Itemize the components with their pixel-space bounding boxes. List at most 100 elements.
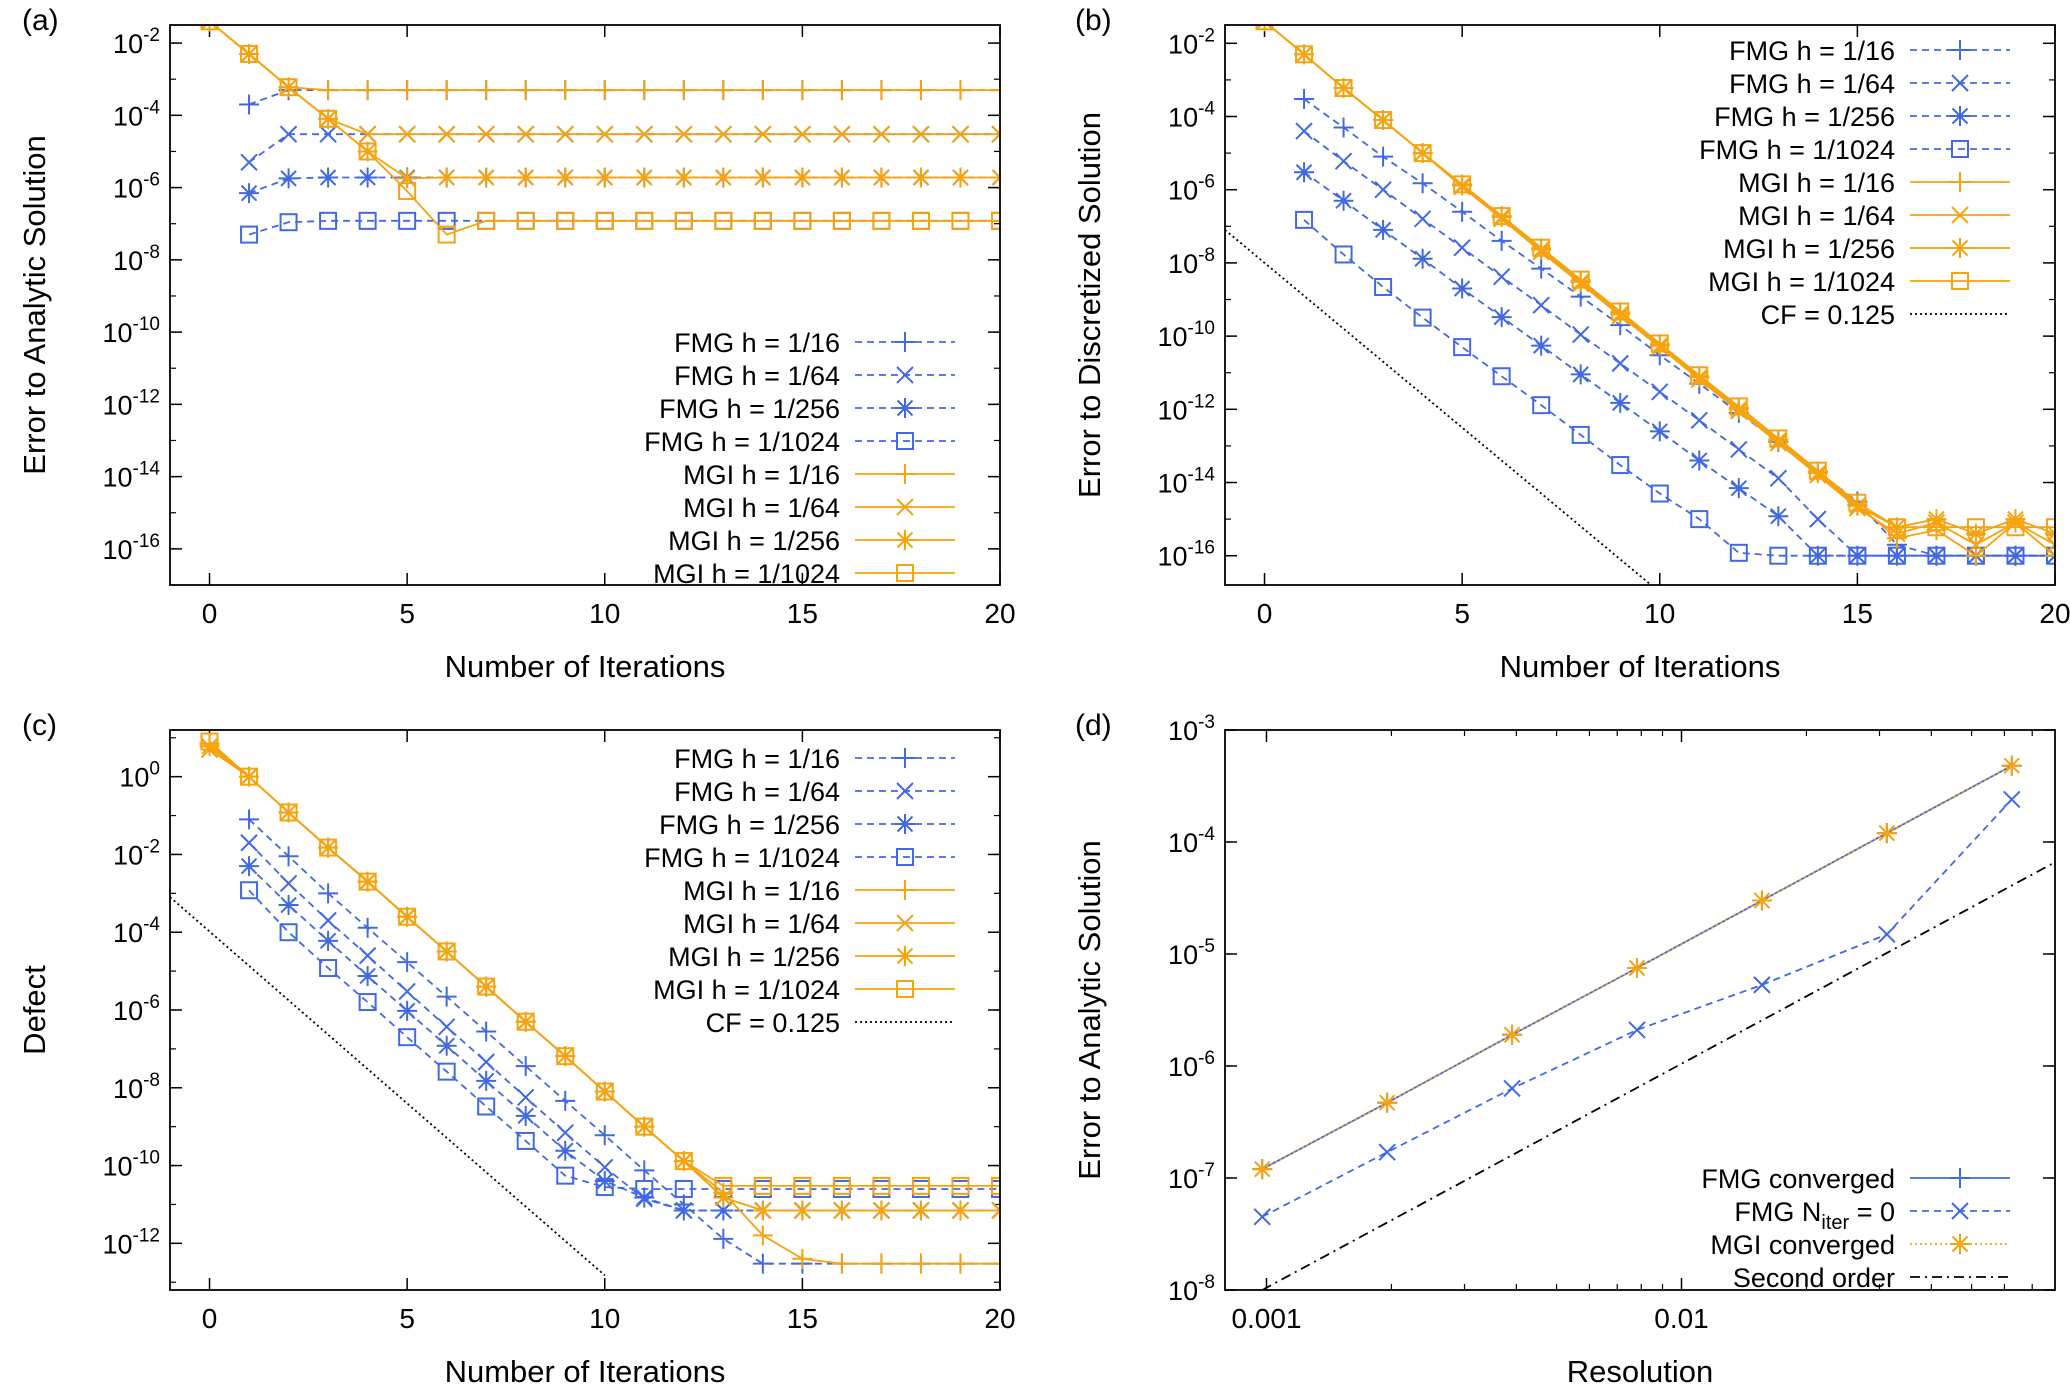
data-point: [752, 1253, 773, 1274]
legend-entry: MGI h = 1/64: [683, 909, 955, 939]
legend-marker: [1950, 40, 1970, 60]
data-point: [279, 923, 298, 942]
legend-label: MGI h = 1/256: [668, 526, 840, 556]
data-point: [713, 1187, 734, 1208]
x-tick-label: 20: [984, 1303, 1015, 1334]
data-point: [515, 167, 536, 188]
data-point: [555, 80, 576, 101]
tick-base: 10: [1168, 103, 1198, 133]
series-0: [239, 80, 1000, 115]
data-point: [436, 1035, 457, 1056]
y-tick-label: 10-5: [1168, 936, 1215, 970]
series-5: [200, 740, 1000, 1220]
tick-base: 10: [102, 463, 132, 493]
data-point: [240, 44, 259, 63]
data-point: [1927, 518, 1946, 537]
series-0: [1294, 89, 2055, 566]
data-point: [1373, 219, 1394, 240]
data-point: [1492, 367, 1511, 386]
data-point: [634, 1160, 655, 1181]
tick-base: 10: [119, 763, 149, 793]
tick-base: 10: [102, 318, 132, 348]
data-point: [752, 1200, 773, 1221]
legend-label: FMG h = 1/1024: [644, 427, 840, 457]
legend-entry: Second order: [1733, 1263, 2010, 1293]
data-point: [397, 952, 418, 973]
data-point: [240, 153, 258, 172]
data-point: [1730, 440, 1748, 459]
data-point: [1769, 469, 1788, 488]
legend-marker: [895, 748, 915, 768]
series-3: [240, 881, 1000, 1198]
data-point: [912, 125, 930, 143]
data-point: [990, 80, 1000, 101]
y-tick-label: 10-8: [1168, 245, 1215, 279]
series-2: [239, 856, 1000, 1221]
series-8: [1225, 229, 1653, 585]
data-point: [872, 1176, 891, 1195]
legend-label: FMG h = 1/16: [674, 328, 840, 358]
panel-b: (b)0 5 10 15 2010-210-410-610-810-1010-1210-…: [1072, 4, 2070, 684]
data-point: [594, 167, 615, 188]
legend-entry: MGI h = 1/256: [668, 526, 955, 556]
data-point: [674, 211, 693, 230]
tick-exponent: -4: [143, 97, 160, 118]
data-point: [910, 80, 931, 101]
data-point: [477, 211, 496, 230]
legend-label: FMG h = 1/256: [659, 394, 840, 424]
y-tick-label: 10-7: [1168, 1160, 1215, 1194]
series-line: [1267, 25, 2055, 546]
tick-exponent: -6: [143, 992, 160, 1013]
data-point: [1649, 335, 1670, 356]
tick-exponent: -2: [143, 25, 160, 46]
data-point: [279, 213, 298, 232]
data-point: [516, 211, 535, 230]
series-line: [1303, 219, 2055, 557]
tick-exponent: -4: [143, 914, 160, 935]
series-line: [248, 865, 1000, 1212]
data-point: [556, 125, 574, 143]
data-point: [476, 1070, 497, 1091]
y-tick-label: 10-6: [1168, 1048, 1215, 1082]
tick-exponent: -12: [1188, 391, 1215, 412]
legend-label: MGI h = 1/64: [1738, 201, 1895, 231]
data-point: [1532, 296, 1550, 314]
data-point: [398, 982, 416, 1001]
tick-base: 10: [1157, 322, 1187, 352]
series-line: [212, 25, 1000, 236]
data-point: [240, 225, 259, 244]
data-point: [1887, 518, 1906, 537]
data-point: [596, 1158, 614, 1177]
data-point: [1334, 152, 1353, 170]
data-point: [911, 211, 930, 230]
legend-entry: MGI h = 1/64: [1738, 201, 2010, 231]
plot-area: [200, 25, 1000, 244]
data-point: [1503, 1079, 1521, 1098]
data-point: [318, 167, 339, 188]
x-tick-label: 10: [1644, 598, 1675, 629]
y-tick-label: 10-8: [1168, 1272, 1215, 1306]
y-axis-label: Error to Analytic Solution: [17, 135, 52, 474]
y-tick-label: 10-8: [113, 242, 160, 276]
legend-marker: [1950, 238, 1970, 258]
tick-exponent: -8: [143, 242, 160, 263]
legend-marker: [895, 814, 915, 834]
data-point: [1768, 430, 1789, 451]
data-point: [1412, 173, 1433, 194]
data-point: [1650, 484, 1669, 503]
data-point: [1611, 354, 1629, 373]
data-point: [1753, 976, 1771, 994]
data-point: [1848, 546, 1867, 565]
tick-exponent: -16: [133, 531, 160, 552]
legend-marker: [896, 914, 914, 932]
legend-label: FMG h = 1/1024: [644, 843, 840, 873]
data-point: [358, 142, 377, 161]
data-point: [595, 211, 614, 230]
data-point: [871, 167, 892, 188]
data-point: [1502, 1024, 1523, 1045]
legend-marker: [896, 980, 914, 998]
data-point: [398, 907, 417, 926]
legend-entry: FMG h = 1/64: [674, 777, 955, 807]
data-point: [752, 80, 773, 101]
